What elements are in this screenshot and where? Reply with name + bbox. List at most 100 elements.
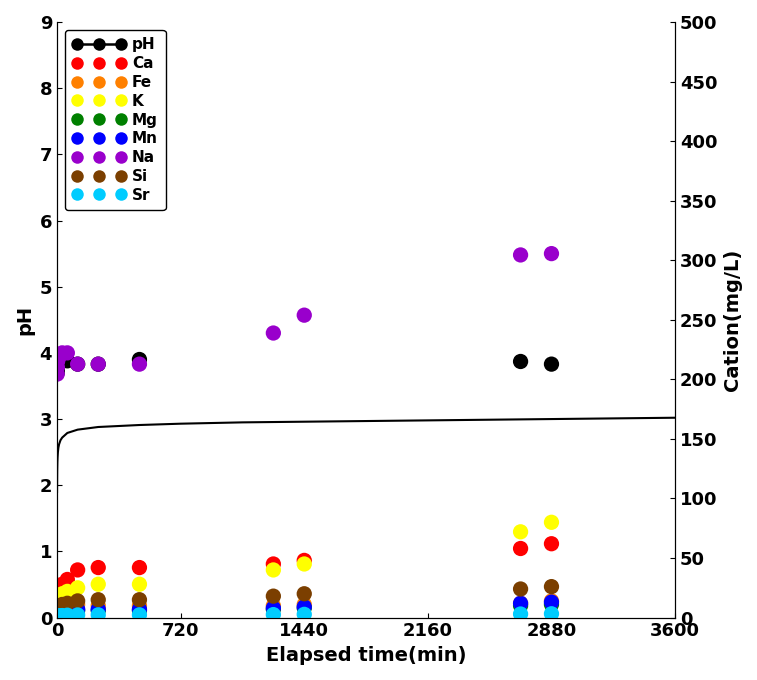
Point bbox=[267, 604, 279, 615]
Point bbox=[55, 607, 67, 618]
Point bbox=[267, 609, 279, 620]
Point bbox=[546, 609, 558, 619]
Point bbox=[298, 599, 310, 610]
Point bbox=[92, 358, 104, 369]
Point bbox=[51, 609, 64, 619]
Point bbox=[55, 582, 67, 593]
Point bbox=[55, 350, 67, 360]
Point bbox=[53, 604, 65, 615]
Point bbox=[298, 588, 310, 599]
Point bbox=[51, 605, 64, 616]
Point bbox=[546, 596, 558, 607]
Point bbox=[51, 610, 64, 621]
Point bbox=[546, 596, 558, 607]
Point bbox=[53, 607, 65, 618]
Point bbox=[133, 354, 145, 365]
Point bbox=[51, 604, 64, 615]
Point bbox=[51, 362, 64, 373]
Point bbox=[515, 543, 527, 554]
Point bbox=[51, 369, 64, 379]
Point bbox=[51, 606, 64, 617]
Point bbox=[53, 611, 65, 622]
Point bbox=[298, 609, 310, 619]
Point bbox=[56, 588, 68, 599]
Point bbox=[267, 600, 279, 611]
Point bbox=[72, 605, 84, 616]
Point bbox=[61, 347, 73, 358]
Point bbox=[56, 579, 68, 590]
Point bbox=[61, 600, 73, 611]
Point bbox=[133, 600, 145, 611]
Point bbox=[55, 600, 67, 611]
Point bbox=[546, 517, 558, 528]
Point bbox=[55, 602, 67, 613]
Point bbox=[72, 358, 84, 369]
Point bbox=[51, 360, 64, 371]
Y-axis label: pH: pH bbox=[15, 305, 34, 335]
Point bbox=[133, 594, 145, 605]
Point bbox=[51, 609, 64, 619]
Point bbox=[72, 564, 84, 575]
Point bbox=[61, 356, 73, 367]
Point bbox=[515, 526, 527, 537]
Y-axis label: Cation(mg/L): Cation(mg/L) bbox=[723, 249, 742, 391]
Point bbox=[51, 611, 64, 622]
Point bbox=[133, 358, 145, 369]
Point bbox=[55, 607, 67, 618]
Point bbox=[72, 609, 84, 620]
Point bbox=[53, 586, 65, 597]
Point bbox=[92, 562, 104, 573]
Point bbox=[298, 601, 310, 612]
Point bbox=[51, 611, 64, 622]
X-axis label: Elapsed time(min): Elapsed time(min) bbox=[266, 646, 466, 665]
Point bbox=[55, 591, 67, 602]
Point bbox=[53, 593, 65, 604]
Point bbox=[92, 358, 104, 369]
Point bbox=[51, 610, 64, 621]
Point bbox=[92, 594, 104, 605]
Point bbox=[51, 610, 64, 621]
Point bbox=[51, 364, 64, 375]
Point bbox=[61, 574, 73, 585]
Point bbox=[72, 596, 84, 607]
Point bbox=[72, 582, 84, 593]
Point bbox=[55, 356, 67, 367]
Legend: pH, Ca, Fe, K, Mg, Mn, Na, Si, Sr: pH, Ca, Fe, K, Mg, Mn, Na, Si, Sr bbox=[64, 30, 166, 211]
Point bbox=[56, 601, 68, 612]
Point bbox=[267, 602, 279, 613]
Point bbox=[51, 602, 64, 613]
Point bbox=[53, 351, 65, 362]
Point bbox=[56, 356, 68, 367]
Point bbox=[51, 358, 64, 369]
Point bbox=[546, 358, 558, 369]
Point bbox=[267, 564, 279, 575]
Point bbox=[51, 609, 64, 619]
Point bbox=[56, 606, 68, 617]
Point bbox=[61, 610, 73, 621]
Point bbox=[51, 356, 64, 367]
Point bbox=[92, 600, 104, 611]
Point bbox=[133, 579, 145, 590]
Point bbox=[515, 250, 527, 260]
Point bbox=[51, 588, 64, 599]
Point bbox=[92, 605, 104, 616]
Point bbox=[61, 598, 73, 609]
Point bbox=[51, 606, 64, 617]
Point bbox=[55, 611, 67, 622]
Point bbox=[51, 602, 64, 613]
Point bbox=[51, 611, 64, 622]
Point bbox=[51, 593, 64, 604]
Point bbox=[133, 605, 145, 616]
Point bbox=[53, 609, 65, 619]
Point bbox=[267, 591, 279, 602]
Point bbox=[298, 555, 310, 566]
Point bbox=[51, 611, 64, 622]
Point bbox=[51, 607, 64, 618]
Point bbox=[51, 610, 64, 621]
Point bbox=[51, 367, 64, 378]
Point bbox=[515, 598, 527, 609]
Point bbox=[61, 605, 73, 616]
Point bbox=[56, 607, 68, 618]
Point bbox=[72, 604, 84, 615]
Point bbox=[51, 591, 64, 602]
